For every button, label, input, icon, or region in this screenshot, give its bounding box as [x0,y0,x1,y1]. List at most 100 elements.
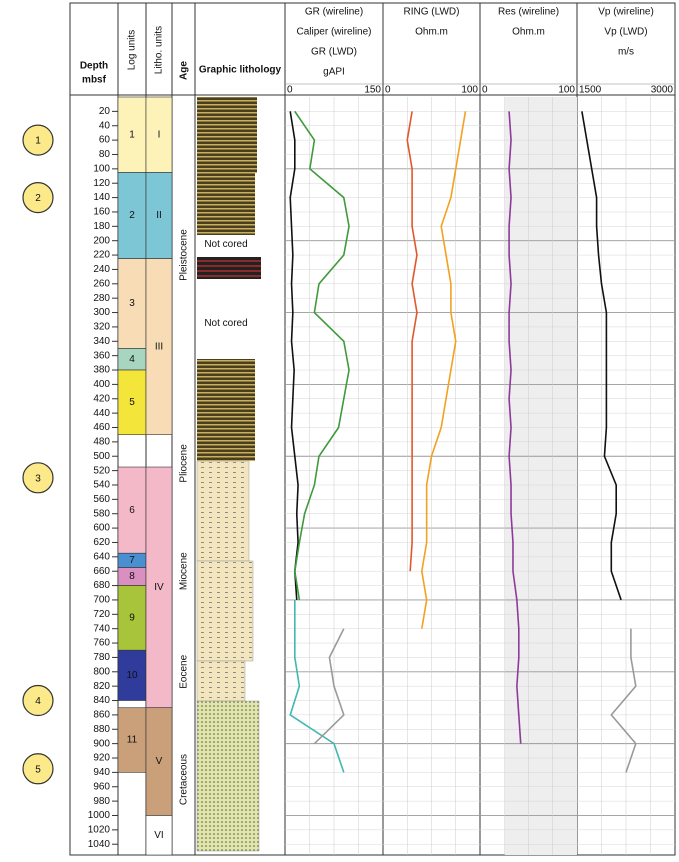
age-label: Pleistocene [179,229,190,281]
depth-tick-label: 60 [99,135,111,146]
log-units-label: 4 [129,354,135,365]
depth-tick-label: 880 [93,724,110,735]
lith-block [197,561,253,661]
track-scale: 0 [385,85,391,96]
depth-tick-label: 740 [93,623,110,634]
depth-tick-label: 420 [93,393,110,404]
depth-tick-label: 180 [93,221,110,232]
log-units-label: 7 [129,555,135,566]
depth-tick-label: 200 [93,235,110,246]
depth-tick-label: 940 [93,767,110,778]
depth-tick-label: 820 [93,681,110,692]
lithology-header: Graphic lithology [199,65,282,76]
depth-tick-label: 480 [93,437,110,448]
track-title: gAPI [323,67,345,78]
lith-block [197,257,261,279]
age-label: Miocene [179,552,190,590]
track-title: Vp (wireline) [598,7,654,18]
track-title: m/s [618,47,634,58]
age-label: Cretaceous [179,754,190,805]
litho-units-header: Litho. units [154,26,165,74]
depth-tick-label: 400 [93,379,110,390]
page: Depth mbsf Log units Litho. units Age Gr… [0,0,679,862]
depth-tick-label: 580 [93,508,110,519]
depth-tick-label: 720 [93,609,110,620]
depth-tick-label: 100 [93,163,110,174]
log-units-label: 2 [129,210,135,221]
depth-tick-label: 460 [93,422,110,433]
depth-tick-label: 900 [93,738,110,749]
depth-tick-label: 220 [93,250,110,261]
depth-tick-label: 760 [93,638,110,649]
depth-tick-label: 40 [99,120,111,131]
depth-tick-label: 160 [93,207,110,218]
track-scale: 0 [287,85,293,96]
depth-tick-label: 840 [93,695,110,706]
log-units-label: 8 [129,571,135,582]
litho-units-label: II [156,210,162,221]
not-cored-label: Not cored [204,239,247,250]
depth-tick-label: 520 [93,465,110,476]
depth-tick-label: 240 [93,264,110,275]
depth-tick-label: 260 [93,278,110,289]
depth-tick-label: 860 [93,710,110,721]
lith-block [197,359,255,461]
depth-tick-label: 680 [93,580,110,591]
depth-tick-label: 20 [99,106,111,117]
track-scale: 150 [364,85,381,96]
marker-label: 1 [35,136,41,147]
lith-block [197,173,255,235]
track-title: GR (LWD) [311,47,357,58]
depth-tick-label: 320 [93,322,110,333]
track-shade [505,97,577,855]
depth-tick-label: 340 [93,336,110,347]
track-title: Vp (LWD) [604,27,647,38]
depth-tick-label: 620 [93,537,110,548]
track-title: Ohm.m [415,27,448,38]
depth-tick-label: 920 [93,753,110,764]
depth-tick-label: 960 [93,781,110,792]
lith-block [197,97,257,173]
log-units-header: Log units [127,30,138,71]
log-units-label: 11 [127,735,138,746]
litho-units-label: I [158,129,161,140]
depth-tick-label: 120 [93,178,110,189]
log-units-label: 1 [129,129,135,140]
lith-block [197,661,245,701]
depth-tick-label: 280 [93,293,110,304]
depth-header: Depth [80,61,108,72]
depth-tick-label: 1040 [88,839,111,850]
depth-tick-label: 500 [93,451,110,462]
litho-units-label: V [156,756,163,767]
depth-tick-label: 660 [93,566,110,577]
depth-tick-label: 300 [93,307,110,318]
log-units-label: 5 [129,397,135,408]
marker-label: 5 [35,764,41,775]
age-header: Age [179,61,190,80]
log-units-label: 9 [129,613,135,624]
track-title: Res (wireline) [498,7,559,18]
track-title: Ohm.m [512,27,545,38]
marker-label: 3 [35,473,41,484]
lith-block [197,701,259,851]
depth-tick-label: 980 [93,796,110,807]
depth-tick-label: 800 [93,666,110,677]
depth-tick-label: 380 [93,365,110,376]
marker-label: 4 [35,696,41,707]
graphic-lithology [197,97,261,851]
track-title: GR (wireline) [305,7,363,18]
well-log-figure: Depth mbsf Log units Litho. units Age Gr… [0,0,679,857]
track-scale: 0 [482,85,488,96]
depth-tick-label: 600 [93,523,110,534]
log-units-label: 6 [129,505,135,516]
depth-unit: mbsf [82,75,107,86]
depth-tick-label: 80 [99,149,111,160]
track-title: Caliper (wireline) [296,27,371,38]
depth-tick-label: 360 [93,350,110,361]
log-units-label: 10 [126,670,138,681]
depth-tick-label: 1020 [88,824,111,835]
depth-tick-label: 700 [93,595,110,606]
track-scale: 1500 [579,85,602,96]
depth-tick-label: 640 [93,551,110,562]
depth-tick-label: 140 [93,192,110,203]
